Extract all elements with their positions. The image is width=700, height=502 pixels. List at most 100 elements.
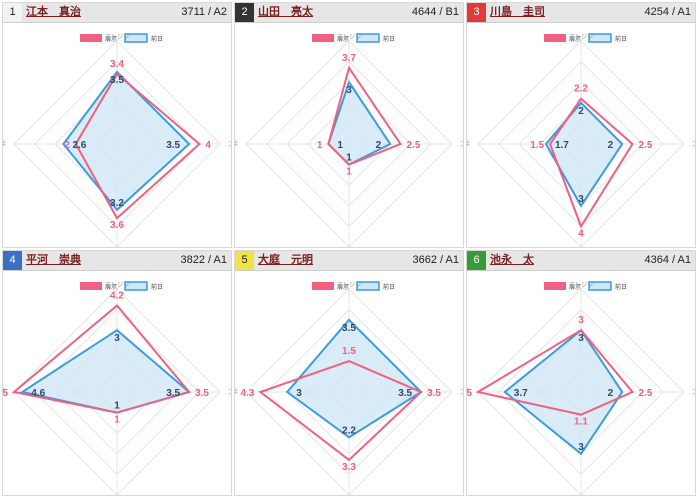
value-label-exhibit-bottom: 3.6	[110, 220, 124, 231]
axis-label-racer: 選手	[3, 388, 6, 396]
axis-label-racer: 選手	[3, 140, 6, 148]
legend-exhibit-swatch[interactable]	[80, 34, 102, 42]
axis-label-engine: エンジン	[337, 282, 361, 289]
legend-previous-swatch[interactable]	[124, 33, 148, 43]
racer-registration-class: 3662 / A1	[412, 254, 460, 266]
racer-name-link[interactable]: 池永 太	[490, 254, 534, 266]
value-label-exhibit-top: 3.4	[110, 59, 124, 70]
grid-ring	[13, 40, 221, 247]
value-label-previous-bottom: 1	[114, 401, 120, 412]
legend-previous-label: 前日	[383, 35, 395, 43]
grid-ring	[13, 288, 221, 495]
value-label-exhibit-top: 3.7	[342, 53, 356, 64]
racer-registration-class: 4254 / A1	[644, 6, 692, 18]
axis-label-course: コース	[460, 389, 463, 396]
legend-previous-swatch[interactable]	[588, 33, 612, 43]
chart-legend: 展示 前日	[80, 281, 163, 291]
value-label-exhibit-left: 5	[3, 388, 8, 399]
value-label-previous-left: 4.6	[31, 388, 45, 399]
value-label-previous-top: 3	[114, 333, 120, 344]
panel-header: 5 大庭 元明 3662 / A1	[235, 251, 463, 271]
series-exhibit-line	[258, 360, 423, 462]
legend-exhibit-label: 展示	[569, 284, 581, 291]
axis-label-engine: エンジン	[105, 282, 129, 289]
racer-registration-class: 4644 / B1	[411, 6, 459, 18]
value-label-previous-right: 3.5	[166, 140, 180, 151]
panel-header: 2 山田 亮太 4644 / B1	[235, 3, 463, 23]
legend-previous-label: 前日	[151, 283, 163, 291]
axis-label-course: コース	[228, 141, 231, 148]
racer-name-link[interactable]: 江本 真治	[26, 6, 81, 18]
value-label-previous-left: 1.7	[555, 140, 569, 151]
axis-label-engine: エンジン	[569, 34, 593, 41]
panel-header: 6 池永 太 4364 / A1	[467, 251, 695, 271]
legend-exhibit-swatch[interactable]	[80, 282, 102, 290]
legend-previous-swatch[interactable]	[124, 281, 148, 291]
value-label-exhibit-bottom: 1	[114, 415, 120, 426]
value-label-exhibit-top: 1.5	[342, 346, 356, 357]
legend-exhibit-swatch[interactable]	[312, 282, 334, 290]
legend-exhibit-swatch[interactable]	[544, 282, 566, 290]
value-label-exhibit-bottom: 1.1	[574, 417, 588, 428]
value-label-exhibit-top: 4.2	[110, 290, 124, 301]
series-previous-area	[544, 101, 624, 208]
series-previous-area	[19, 328, 192, 414]
value-label-exhibit-bottom: 4	[578, 228, 584, 239]
lane-number-badge: 2	[235, 3, 254, 22]
series-exhibit-line	[475, 328, 635, 416]
chart-legend: 展示 前日	[312, 33, 395, 43]
chart-legend: 展示 前日	[544, 33, 627, 43]
axis-label-racer: 選手	[235, 140, 238, 148]
racer-name-link[interactable]: 山田 亮太	[258, 6, 313, 18]
racer-name-link[interactable]: 川島 圭司	[490, 6, 545, 18]
value-label-previous-left: 2.6	[72, 140, 86, 151]
value-label-exhibit-left: 4.3	[241, 388, 255, 399]
value-label-previous-top: 3	[346, 85, 352, 96]
grid-ring	[245, 40, 453, 247]
legend-previous-swatch[interactable]	[356, 281, 380, 291]
radar-chart: 展示前日エンジンコース展開選手3.53.52.231.53.53.34.3	[235, 281, 463, 495]
value-label-exhibit-right: 3.5	[427, 388, 441, 399]
chart-legend: 展示 前日	[312, 281, 395, 291]
value-label-previous-top: 3	[578, 333, 584, 344]
racer-name-link[interactable]: 平河 崇典	[26, 254, 81, 266]
legend-exhibit-label: 展示	[105, 284, 117, 291]
radar-chart: 展示前日エンジンコース展開選手3.53.53.22.63.443.62	[3, 33, 231, 247]
series-exhibit-line	[327, 65, 403, 166]
racer-registration-class: 3711 / A2	[181, 6, 227, 18]
value-label-exhibit-left: 5	[467, 388, 472, 399]
value-label-previous-right: 3.5	[398, 388, 412, 399]
panel-header: 4 平河 崇典 3822 / A1	[3, 251, 231, 271]
legend-previous-swatch[interactable]	[356, 33, 380, 43]
axis-label-racer: 選手	[467, 140, 470, 148]
value-label-previous-top: 2	[578, 106, 584, 117]
series-exhibit-line	[74, 72, 201, 220]
axis-label-course: コース	[692, 141, 695, 148]
value-label-previous-right: 2	[608, 140, 614, 151]
value-label-exhibit-right: 2.5	[639, 388, 653, 399]
series-previous-area	[285, 318, 423, 439]
value-label-previous-right: 3.5	[166, 388, 180, 399]
legend-previous-swatch[interactable]	[588, 281, 612, 291]
axis-label-racer: 選手	[467, 388, 470, 396]
grid-ring	[477, 40, 685, 247]
racer-name-link[interactable]: 大庭 元明	[258, 254, 313, 266]
legend-previous-label: 前日	[151, 35, 163, 43]
axis-label-engine: エンジン	[569, 282, 593, 289]
panel-header: 3 川島 圭司 4254 / A1	[467, 3, 695, 23]
legend-exhibit-swatch[interactable]	[312, 34, 334, 42]
radar-chart: 展示前日エンジンコース展開選手32113.72.511	[235, 33, 463, 247]
legend-exhibit-label: 展示	[569, 36, 581, 43]
axis-label-engine: エンジン	[105, 34, 129, 41]
value-label-previous-bottom: 3.2	[110, 198, 124, 209]
value-label-previous-left: 3.7	[514, 388, 528, 399]
series-exhibit-line	[11, 304, 191, 414]
legend-exhibit-swatch[interactable]	[544, 34, 566, 42]
value-label-exhibit-bottom: 1	[346, 167, 352, 178]
value-label-exhibit-left: 1.5	[530, 140, 544, 151]
value-label-previous-top: 3.5	[342, 323, 356, 334]
lane-number-badge: 1	[3, 3, 22, 22]
